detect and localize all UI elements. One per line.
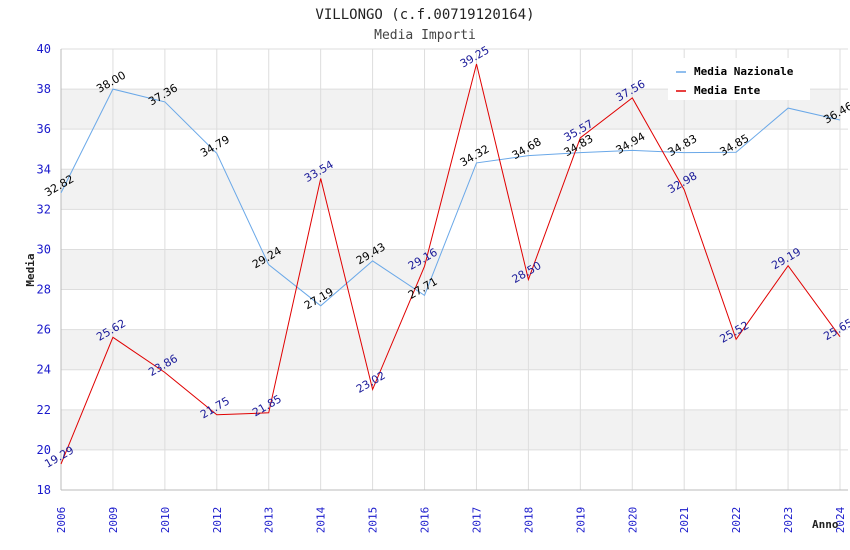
x-tick-label: 2024: [834, 506, 847, 533]
y-tick-label: 34: [37, 162, 51, 176]
x-tick-label: 2009: [107, 507, 120, 534]
plot-band: [61, 329, 840, 370]
x-tick-label: 2006: [55, 507, 68, 534]
data-label: 34.94: [614, 130, 648, 157]
y-tick-label: 38: [37, 82, 51, 96]
x-tick-label: 2013: [263, 507, 276, 534]
x-tick-label: 2015: [367, 507, 380, 534]
y-axis-ticks: 18 20 22 24 26 28 30 32 34 36 38 40: [37, 42, 51, 497]
x-tick-label: 2014: [315, 506, 328, 533]
data-label: 34.79: [198, 133, 232, 160]
y-tick-label: 20: [37, 443, 51, 457]
plot-bands: [61, 89, 840, 450]
plot-band: [61, 249, 840, 290]
data-label: 23.02: [354, 369, 388, 396]
y-tick-label: 18: [37, 483, 51, 497]
y-tick-label: 28: [37, 283, 51, 297]
y-tick-label: 24: [37, 363, 51, 377]
x-tick-label: 2018: [522, 507, 535, 534]
chart-title: VILLONGO (c.f.00719120164): [315, 7, 534, 23]
data-label: 34.85: [717, 132, 751, 159]
data-label: 39.25: [458, 43, 492, 70]
x-tick-label: 2012: [211, 507, 224, 534]
data-label: 34.32: [458, 142, 492, 169]
plot-band: [61, 409, 840, 450]
y-tick-label: 40: [37, 42, 51, 56]
y-tick-label: 26: [37, 323, 51, 337]
chart-subtitle: Media Importi: [374, 28, 476, 43]
y-axis-label: Media: [24, 253, 37, 286]
x-axis-ticks: 2006 2009 2010 2012 2013 2014 2015 2016 2017 2018…: [55, 506, 847, 533]
x-tick-label: 2023: [782, 507, 795, 534]
series-line-media-nazionale: [60, 88, 841, 307]
y-tick-label: 30: [37, 242, 51, 256]
legend-box: [668, 58, 810, 100]
y-tick-label: 32: [37, 202, 51, 216]
y-tick-label: 22: [37, 403, 51, 417]
data-label: 34.68: [510, 135, 544, 162]
x-tick-label: 2017: [470, 507, 483, 534]
series-lines: [60, 63, 841, 465]
x-tick-label: 2019: [574, 507, 587, 534]
y-tick-label: 36: [37, 122, 51, 136]
series-line-media-ente: [60, 63, 841, 465]
x-tick-label: 2021: [678, 507, 691, 534]
x-tick-label: 2020: [626, 507, 639, 534]
grid-lines: [60, 48, 848, 491]
legend-label-media-ente: Media Ente: [694, 84, 761, 97]
x-tick-label: 2016: [419, 507, 432, 534]
legend-label-media-nazionale: Media Nazionale: [694, 65, 794, 78]
plot-band: [61, 169, 840, 210]
x-tick-label: 2022: [730, 507, 743, 534]
data-label: 34.83: [666, 132, 700, 159]
legend: Media Nazionale Media Ente: [668, 58, 810, 100]
x-tick-label: 2010: [159, 507, 172, 534]
x-axis-label: Anno: [812, 518, 839, 531]
